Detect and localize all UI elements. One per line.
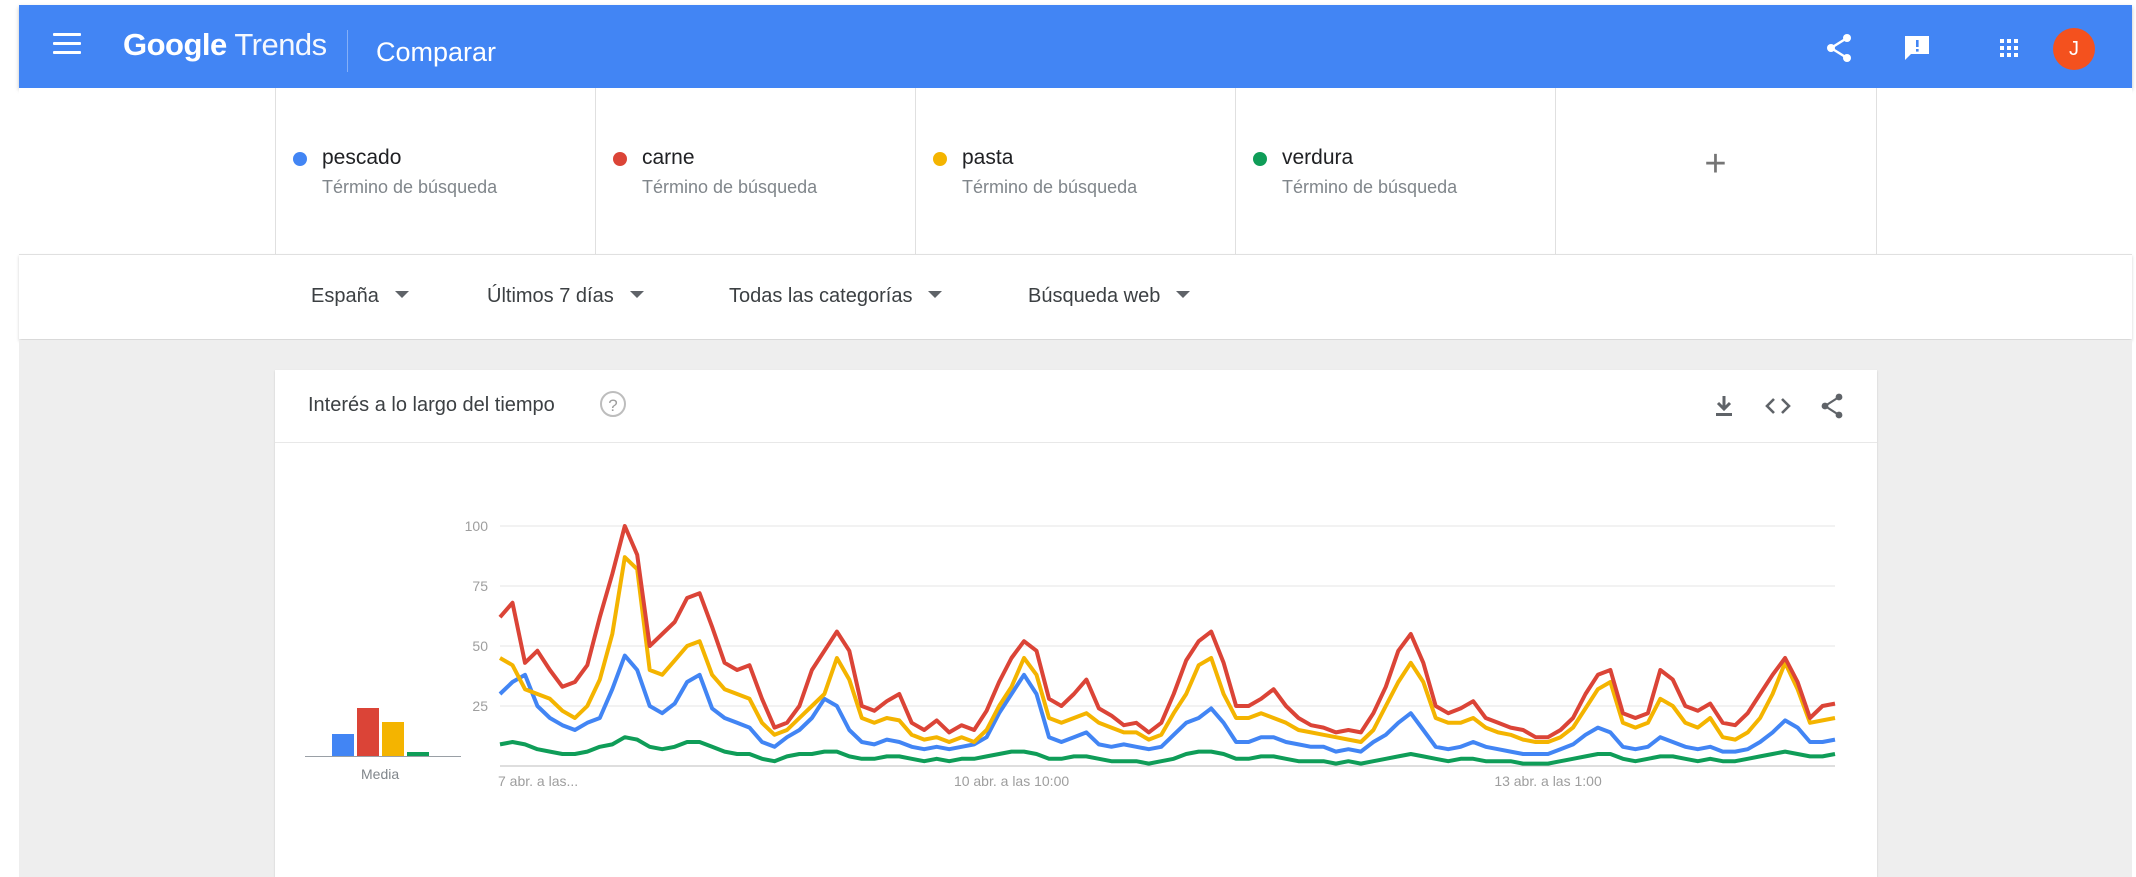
average-bar-pasta — [382, 722, 404, 756]
term-name: pescado — [322, 146, 402, 169]
term-type: Término de búsqueda — [322, 177, 498, 197]
series-color-dot — [933, 152, 947, 166]
dropdown-arrow-icon — [629, 291, 644, 299]
terms-left-spacer — [19, 88, 276, 254]
average-bars: Media — [305, 670, 475, 782]
series-line-carne[interactable] — [498, 524, 1836, 740]
dropdown-arrow-icon — [394, 291, 409, 299]
page-title: Comparar — [376, 37, 497, 67]
top-app-bar: Google Trends Comparar J — [19, 5, 2132, 88]
series-line-verdura[interactable] — [499, 735, 1836, 766]
left-margin — [0, 0, 19, 877]
category-filter-label: Todas las categorías — [729, 285, 913, 307]
term-card-pasta[interactable]: pasta Término de búsqueda — [915, 88, 1236, 254]
help-icon[interactable]: ? — [600, 391, 626, 417]
dropdown-arrow-icon — [1176, 291, 1191, 299]
series-line-pasta[interactable] — [499, 555, 1836, 744]
average-bar-pescado — [332, 733, 354, 756]
y-tick-label: 50 — [472, 638, 488, 654]
right-margin — [2132, 0, 2136, 877]
share-icon[interactable] — [1816, 390, 1848, 422]
x-tick-label: 7 abr. a las... — [498, 773, 578, 789]
period-filter-dropdown[interactable]: Últimos 7 días — [487, 285, 644, 308]
term-card-pescado[interactable]: pescado Término de búsqueda — [275, 88, 596, 254]
y-tick-label: 25 — [472, 698, 488, 714]
search-type-filter-dropdown[interactable]: Búsqueda web — [1028, 285, 1191, 308]
dropdown-arrow-icon — [928, 291, 943, 299]
region-filter-label: España — [311, 285, 379, 307]
download-icon[interactable] — [1708, 390, 1740, 422]
card-title: Interés a lo largo del tiempo — [308, 394, 555, 416]
term-card-verdura[interactable]: verdura Término de búsqueda — [1235, 88, 1556, 254]
interest-over-time-card: Interés a lo largo del tiempo ? Media 25 — [275, 370, 1877, 877]
feedback-icon[interactable] — [1897, 28, 1937, 68]
category-filter-dropdown[interactable]: Todas las categorías — [729, 285, 943, 308]
region-filter-dropdown[interactable]: España — [311, 285, 409, 308]
share-icon[interactable] — [1819, 28, 1859, 68]
series-line-pescado[interactable] — [498, 653, 1836, 756]
term-name: verdura — [1282, 146, 1354, 169]
comparison-terms-bar: pescado Término de búsqueda carne Términ… — [19, 88, 2132, 254]
term-card-carne[interactable]: carne Término de búsqueda — [595, 88, 916, 254]
filters-bar: España Últimos 7 días Todas las categorí… — [19, 254, 2132, 339]
logo-divider — [347, 30, 348, 72]
user-avatar[interactable]: J — [2053, 28, 2095, 70]
term-type: Término de búsqueda — [1282, 177, 1458, 197]
y-tick-label: 100 — [465, 518, 489, 534]
hamburger-menu-icon[interactable] — [53, 33, 81, 59]
average-baseline — [305, 756, 461, 757]
term-type: Término de búsqueda — [642, 177, 818, 197]
apps-grid-icon[interactable] — [1989, 28, 2029, 68]
average-bar-carne — [357, 707, 379, 756]
search-type-filter-label: Búsqueda web — [1028, 285, 1161, 307]
period-filter-label: Últimos 7 días — [487, 285, 614, 307]
term-type: Término de búsqueda — [962, 177, 1138, 197]
line-chart: 25 50 75 100 7 abr. a las... 10 abr. a las 10… — [465, 518, 1836, 789]
x-tick-label: 10 abr. a las 10:00 — [954, 773, 1069, 789]
average-bar-verdura — [407, 751, 429, 756]
logo-google-text: Google — [123, 27, 227, 62]
average-label: Media — [361, 766, 400, 782]
term-name: carne — [642, 146, 695, 169]
card-header: Interés a lo largo del tiempo ? — [275, 370, 1877, 443]
series-color-dot — [293, 152, 307, 166]
logo-trends-text: Trends — [234, 27, 327, 62]
y-tick-label: 75 — [472, 578, 488, 594]
x-tick-label: 13 abr. a las 1:00 — [1494, 773, 1602, 789]
embed-code-icon[interactable] — [1762, 390, 1794, 422]
google-trends-logo[interactable]: Google Trends — [123, 27, 327, 63]
series-color-dot — [1253, 152, 1267, 166]
term-name: pasta — [962, 146, 1014, 169]
add-term-button[interactable]: + — [1555, 88, 1877, 254]
plus-icon: + — [1704, 143, 1727, 185]
series-color-dot — [613, 152, 627, 166]
